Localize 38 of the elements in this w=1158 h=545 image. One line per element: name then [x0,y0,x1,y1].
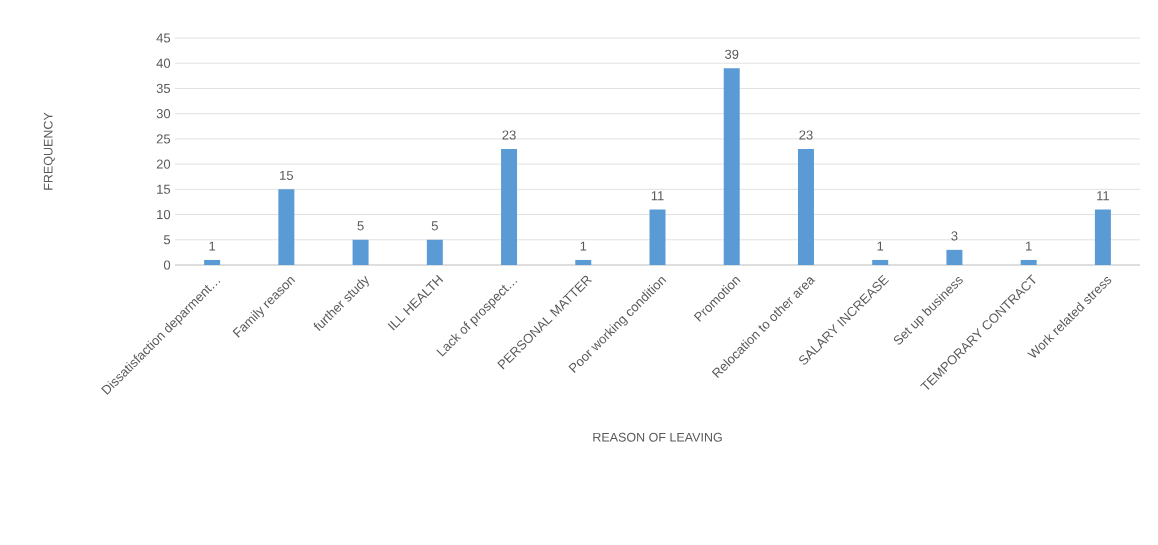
y-tick-label: 15 [157,184,171,194]
data-label: 39 [725,49,739,59]
data-label: 11 [1097,191,1110,201]
data-label: 5 [357,221,364,231]
y-tick-label: 25 [156,134,171,144]
data-label: 1 [877,241,884,251]
data-label: 11 [651,191,664,201]
bar [1020,259,1037,265]
bar [946,249,963,265]
bar [872,259,889,265]
bar [797,148,814,265]
bar [204,259,221,265]
bar [723,68,740,265]
data-label: 15 [280,170,294,180]
data-label: 3 [951,231,958,241]
y-tick-label: 20 [156,159,171,169]
y-tick-label: 30 [156,109,171,119]
bar [1094,209,1111,265]
data-label: 5 [431,221,438,231]
bar [278,189,295,265]
bar [352,239,369,265]
y-tick-label: 5 [163,235,171,245]
y-tick-label: 45 [156,33,171,43]
x-axis-title: REASON OF LEAVING [593,432,722,442]
data-label: 23 [799,130,813,140]
y-tick-label: 40 [156,58,171,68]
data-label: 1 [209,241,216,251]
y-tick-label: 10 [157,209,171,220]
data-label: 23 [502,130,516,140]
y-tick-label: 35 [156,83,171,94]
data-label: 1 [1026,241,1032,251]
data-label: 1 [580,241,587,251]
y-axis-title: FREQUENCY [43,112,55,190]
bar [649,209,666,265]
y-tick-label: 0 [163,260,171,270]
bar [501,148,518,265]
bar [575,259,592,265]
bar [426,239,443,265]
